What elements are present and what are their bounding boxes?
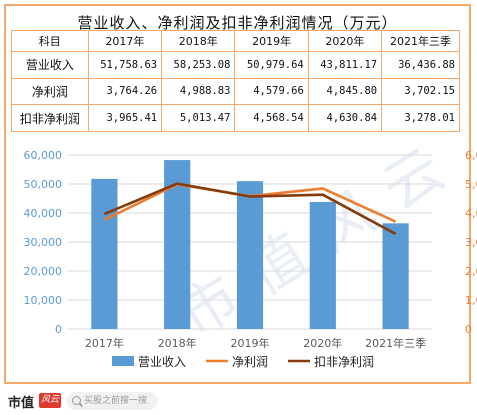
table-cell: 4,630.84 [307, 104, 383, 132]
search-input[interactable]: 买股之前搜一搜 [66, 392, 158, 410]
x-tick-label: 2020年 [303, 336, 342, 350]
legend-label: 营业收入 [138, 355, 186, 369]
table-header-cell: 2020年 [307, 30, 383, 52]
table-row: 扣非净利润 3,965.41 5,013.47 4,568.54 4,630.8… [11, 104, 460, 132]
y-right-tick-label: 4,000 [465, 207, 477, 220]
legend-label: 净利润 [232, 355, 268, 369]
table-header-cell: 2021年三季 [381, 30, 460, 52]
chart-title: 营业收入、净利润及扣非净利润情况（万元） [77, 14, 398, 32]
x-tick-label: 2019年 [231, 336, 270, 350]
table-cell: 50,979.64 [234, 51, 309, 79]
site-logo: 市值 [8, 396, 35, 411]
bar [236, 181, 264, 329]
table-header-cell: 科目 [11, 30, 89, 52]
y-right-tick-label: 5,000 [465, 178, 477, 191]
y-right-tick-label: 3,000 [465, 236, 477, 249]
y-left-tick-label: 30,000 [24, 236, 63, 249]
y-left-tick-label: 0 [55, 323, 62, 336]
y-left-tick-label: 60,000 [24, 149, 63, 162]
y-right-tick-label: 0 [465, 323, 472, 336]
table-cell: 58,253.08 [161, 51, 236, 79]
legend-swatch [112, 356, 134, 366]
x-tick-label: 2018年 [158, 336, 197, 350]
table-header-row: 科目 2017年 2018年 2019年 2020年 2021年三季 [11, 30, 460, 52]
financial-table: 科目 2017年 2018年 2019年 2020年 2021年三季 营业收入 … [11, 30, 460, 132]
footer-bar: 市值 风云 买股之前搜一搜 [0, 388, 477, 415]
y-left-tick-label: 10,000 [24, 294, 63, 307]
table-cell: 4,568.54 [234, 104, 309, 132]
combo-chart: 市值风云010,00020,00030,00040,00050,00060,00… [24, 123, 477, 369]
x-tick-label: 2021年三季 [365, 336, 426, 350]
table-cell: 36,436.88 [381, 51, 460, 79]
y-left-tick-label: 20,000 [24, 265, 63, 278]
search-icon [72, 396, 81, 405]
table-header-cell: 2018年 [161, 30, 236, 52]
table-cell: 5,013.47 [161, 104, 236, 132]
table-cell: 51,758.63 [87, 51, 163, 79]
row-label: 净利润 [11, 77, 89, 106]
table-cell: 3,965.41 [87, 104, 163, 132]
y-left-tick-label: 50,000 [24, 178, 63, 191]
table-header-cell: 2019年 [234, 30, 309, 52]
bar [309, 201, 336, 329]
logo-badge: 风云 [39, 393, 61, 408]
y-right-tick-label: 6,000 [465, 149, 477, 162]
row-label: 营业收入 [11, 51, 89, 79]
x-tick-label: 2017年 [85, 336, 124, 350]
y-right-tick-label: 2,000 [465, 265, 477, 278]
table-cell: 3,278.01 [381, 104, 460, 132]
y-left-tick-label: 40,000 [24, 207, 63, 220]
series-line [103, 182, 397, 236]
table-cell: 43,811.17 [307, 51, 383, 79]
table-cell: 3,702.15 [381, 77, 460, 106]
legend-label: 扣非净利润 [314, 355, 374, 369]
bar [382, 223, 409, 329]
row-label: 扣非净利润 [11, 104, 89, 132]
bar [91, 178, 118, 329]
y-right-tick-label: 1,000 [465, 294, 477, 307]
table-row: 营业收入 51,758.63 58,253.08 50,979.64 43,81… [11, 51, 460, 79]
